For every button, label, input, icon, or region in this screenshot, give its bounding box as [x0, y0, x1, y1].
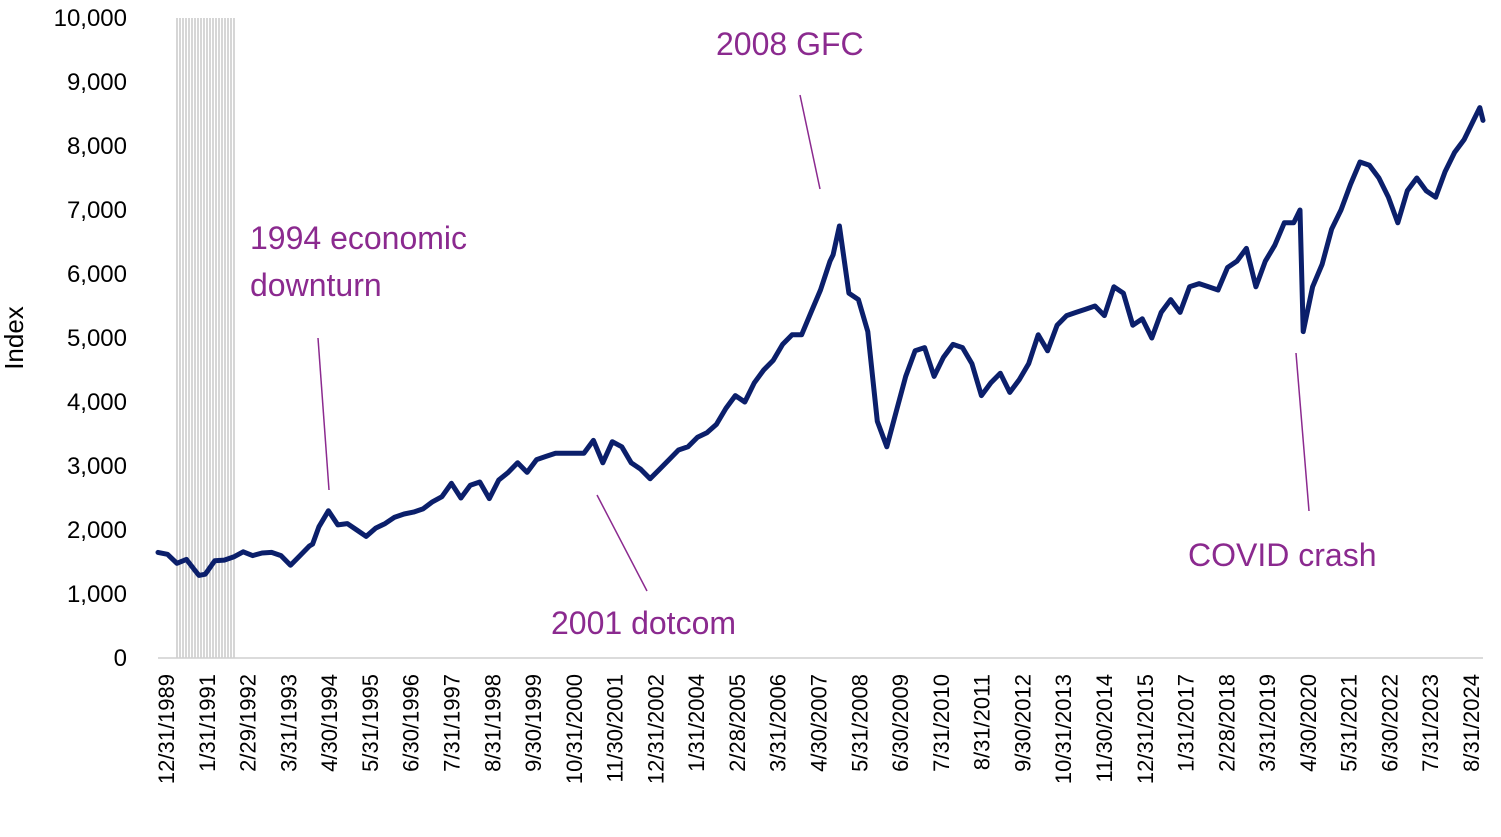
x-tick-label: 2/28/2018 [1214, 674, 1239, 772]
x-tick-label: 6/30/2009 [888, 674, 913, 772]
x-tick-label: 1/31/2017 [1174, 674, 1199, 772]
annotation-leader-line [317, 337, 330, 491]
y-tick-label: 4,000 [67, 389, 127, 416]
y-tick-label: 5,000 [67, 325, 127, 352]
annotation-label: 2008 GFC [716, 26, 864, 62]
x-axis: 12/31/1989 1/31/1991 2/29/1992 3/31/1993 4/3… [154, 674, 1484, 784]
y-tick-label: 9,000 [67, 69, 127, 96]
x-tick-label: 5/31/2021 [1337, 674, 1362, 772]
annotation-label: COVID crash [1188, 537, 1376, 573]
x-tick-label: 8/31/2024 [1459, 674, 1484, 772]
x-tick-label: 2/28/2005 [725, 674, 750, 772]
x-tick-label: 4/30/2020 [1296, 674, 1321, 772]
annotation-leader-line [799, 94, 821, 190]
x-tick-label: 7/31/2023 [1418, 674, 1443, 772]
y-axis: 0 1,000 2,000 3,000 4,000 5,000 6,000 7,000 8,00… [54, 5, 127, 672]
annotation-leader-line [1295, 352, 1310, 512]
y-tick-label: 8,000 [67, 133, 127, 160]
x-tick-label: 6/30/2022 [1377, 674, 1402, 772]
x-tick-label: 7/31/2010 [929, 674, 954, 772]
hatched-band [176, 18, 235, 658]
y-tick-label: 6,000 [67, 261, 127, 288]
x-tick-label: 12/31/2015 [1133, 674, 1158, 784]
x-tick-label: 6/30/1996 [399, 674, 424, 772]
x-tick-label: 2/29/1992 [236, 674, 261, 772]
x-tick-label: 12/31/1989 [154, 674, 179, 784]
annotations: 1994 economic downturn 2001 dotcom 2008 GFC… [250, 26, 1376, 641]
y-tick-label: 7,000 [67, 197, 127, 224]
x-tick-label: 3/31/2019 [1255, 674, 1280, 772]
x-tick-label: 4/30/1994 [317, 674, 342, 772]
y-axis-label: Index [0, 306, 29, 370]
x-tick-label: 3/31/1993 [276, 674, 301, 772]
x-tick-label: 10/31/2000 [562, 674, 587, 784]
y-tick-label: 2,000 [67, 517, 127, 544]
x-tick-label: 11/30/2014 [1092, 674, 1117, 782]
y-tick-label: 1,000 [67, 581, 127, 608]
x-tick-label: 7/31/1997 [439, 674, 464, 772]
annotation-label: 1994 economic [250, 220, 467, 256]
x-tick-label: 8/31/1998 [480, 674, 505, 772]
x-tick-label: 8/31/2011 [970, 674, 995, 770]
series-line [155, 105, 1486, 578]
x-tick-label: 4/30/2007 [807, 674, 832, 772]
x-tick-label: 9/30/1999 [521, 674, 546, 772]
x-tick-label: 10/31/2013 [1051, 674, 1076, 784]
y-tick-label: 3,000 [67, 453, 127, 480]
annotation-leaders [317, 94, 1310, 592]
y-tick-label: 10,000 [54, 5, 127, 32]
annotation-label: 2001 dotcom [551, 605, 736, 641]
x-tick-label: 11/30/2001 [603, 674, 628, 782]
y-tick-label: 0 [114, 645, 127, 672]
x-tick-label: 3/31/2006 [766, 674, 791, 772]
annotation-leader-line [596, 494, 648, 592]
x-tick-label: 1/31/2004 [684, 674, 709, 772]
x-tick-label: 12/31/2002 [643, 674, 668, 784]
x-tick-label: 9/30/2012 [1010, 674, 1035, 772]
annotation-label: downturn [250, 267, 382, 303]
x-tick-label: 5/31/1995 [358, 674, 383, 772]
x-tick-label: 1/31/1991 [195, 674, 220, 772]
x-tick-label: 5/31/2008 [847, 674, 872, 772]
